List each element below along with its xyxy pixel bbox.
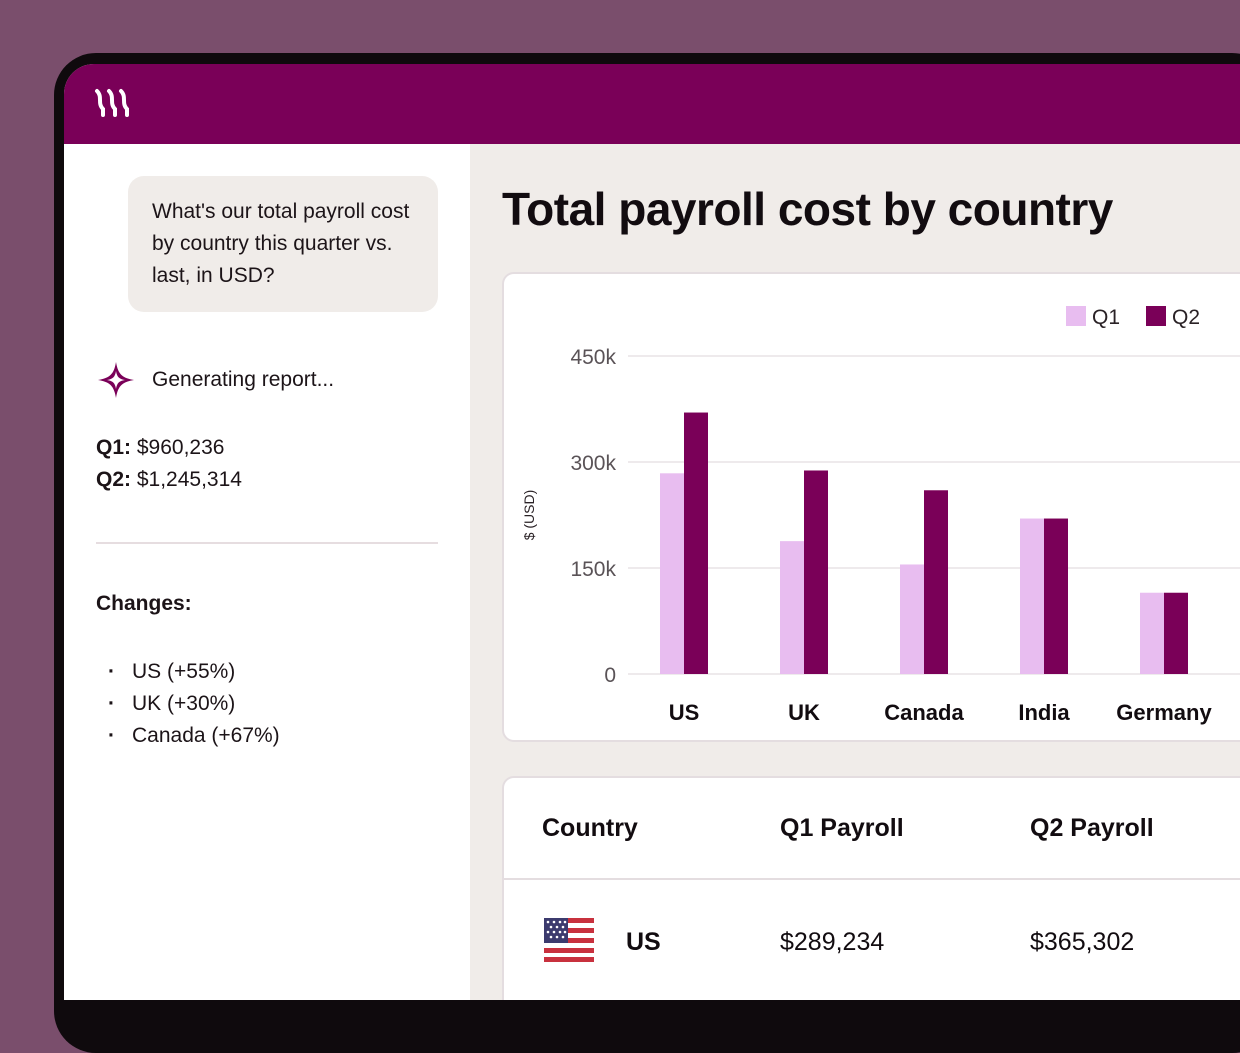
changes-heading: Changes: (96, 592, 192, 615)
table-cell-q2: $365,302 (1030, 928, 1135, 956)
changes-list: US (+55%) UK (+30%) Canada (+67%) (108, 656, 280, 752)
change-item: Canada (+67%) (108, 720, 280, 752)
app-window: What's our total payroll cost by country… (64, 64, 1240, 1000)
y-axis-label: $ (USD) (521, 490, 537, 541)
bar-q2 (1164, 592, 1188, 674)
x-tick-label: India (1018, 700, 1070, 725)
user-question-bubble: What's our total payroll cost by country… (128, 176, 438, 312)
x-tick-label: Canada (884, 700, 964, 725)
bar-q1 (1140, 592, 1164, 674)
column-header-country[interactable]: Country (542, 814, 638, 842)
total-q1-value: $960,236 (136, 436, 225, 459)
x-tick-label: US (669, 700, 700, 725)
us-flag-icon (544, 918, 594, 962)
top-bar (64, 64, 1240, 144)
bar-q1 (780, 541, 804, 674)
total-q1-label: Q1: (96, 436, 132, 459)
legend-label-q1: Q1 (1092, 306, 1120, 329)
change-item: UK (+30%) (108, 688, 280, 720)
column-header-q1[interactable]: Q1 Payroll (780, 814, 904, 842)
generating-text: Generating report... (152, 368, 335, 391)
header-divider (504, 878, 1240, 880)
chart-card: 0 150k 300k 450k $ (USD) US UK Canada India Germa… (502, 272, 1240, 742)
y-tick-label: 300k (570, 452, 616, 475)
total-q1: Q1: $960,236 (96, 432, 242, 464)
bar-q2 (804, 470, 828, 674)
column-header-q2[interactable]: Q2 Payroll (1030, 814, 1154, 842)
totals-summary: Q1: $960,236 Q2: $1,245,314 (96, 432, 242, 496)
bar-chart: 0 150k 300k 450k $ (USD) US UK Canada India Germa… (521, 306, 1240, 725)
legend-swatch-q2 (1146, 306, 1166, 326)
bar-q2 (684, 412, 708, 674)
legend-swatch-q1 (1066, 306, 1086, 326)
chat-panel: What's our total payroll cost by country… (64, 144, 470, 1000)
x-tick-label: Germany (1116, 700, 1212, 725)
y-tick-label: 0 (604, 664, 616, 687)
bar-q2 (1044, 518, 1068, 674)
bar-q1 (660, 473, 684, 674)
y-tick-label: 450k (570, 346, 616, 369)
sparkle-icon (98, 362, 134, 398)
legend-label-q2: Q2 (1172, 306, 1200, 329)
payroll-table: Country Q1 Payroll Q2 Payroll US (502, 776, 1240, 1000)
x-tick-label: UK (788, 700, 820, 725)
total-q2-value: $1,245,314 (136, 468, 242, 491)
report-title: Total payroll cost by country (502, 183, 1113, 235)
rippling-logo-icon[interactable] (94, 88, 134, 118)
bar-q2 (924, 490, 948, 674)
generating-status: Generating report... (96, 360, 334, 400)
bar-q1 (900, 564, 924, 674)
change-item: US (+55%) (108, 656, 280, 688)
total-q2-label: Q2: (96, 468, 132, 491)
table-cell-country: US (626, 928, 661, 956)
table-cell-q1: $289,234 (780, 928, 885, 956)
report-panel: Total payroll cost by country 0 150k 300k 4… (470, 144, 1240, 1000)
bar-q1 (1020, 518, 1044, 674)
divider (96, 542, 438, 544)
y-tick-label: 150k (570, 558, 616, 581)
total-q2: Q2: $1,245,314 (96, 464, 242, 496)
